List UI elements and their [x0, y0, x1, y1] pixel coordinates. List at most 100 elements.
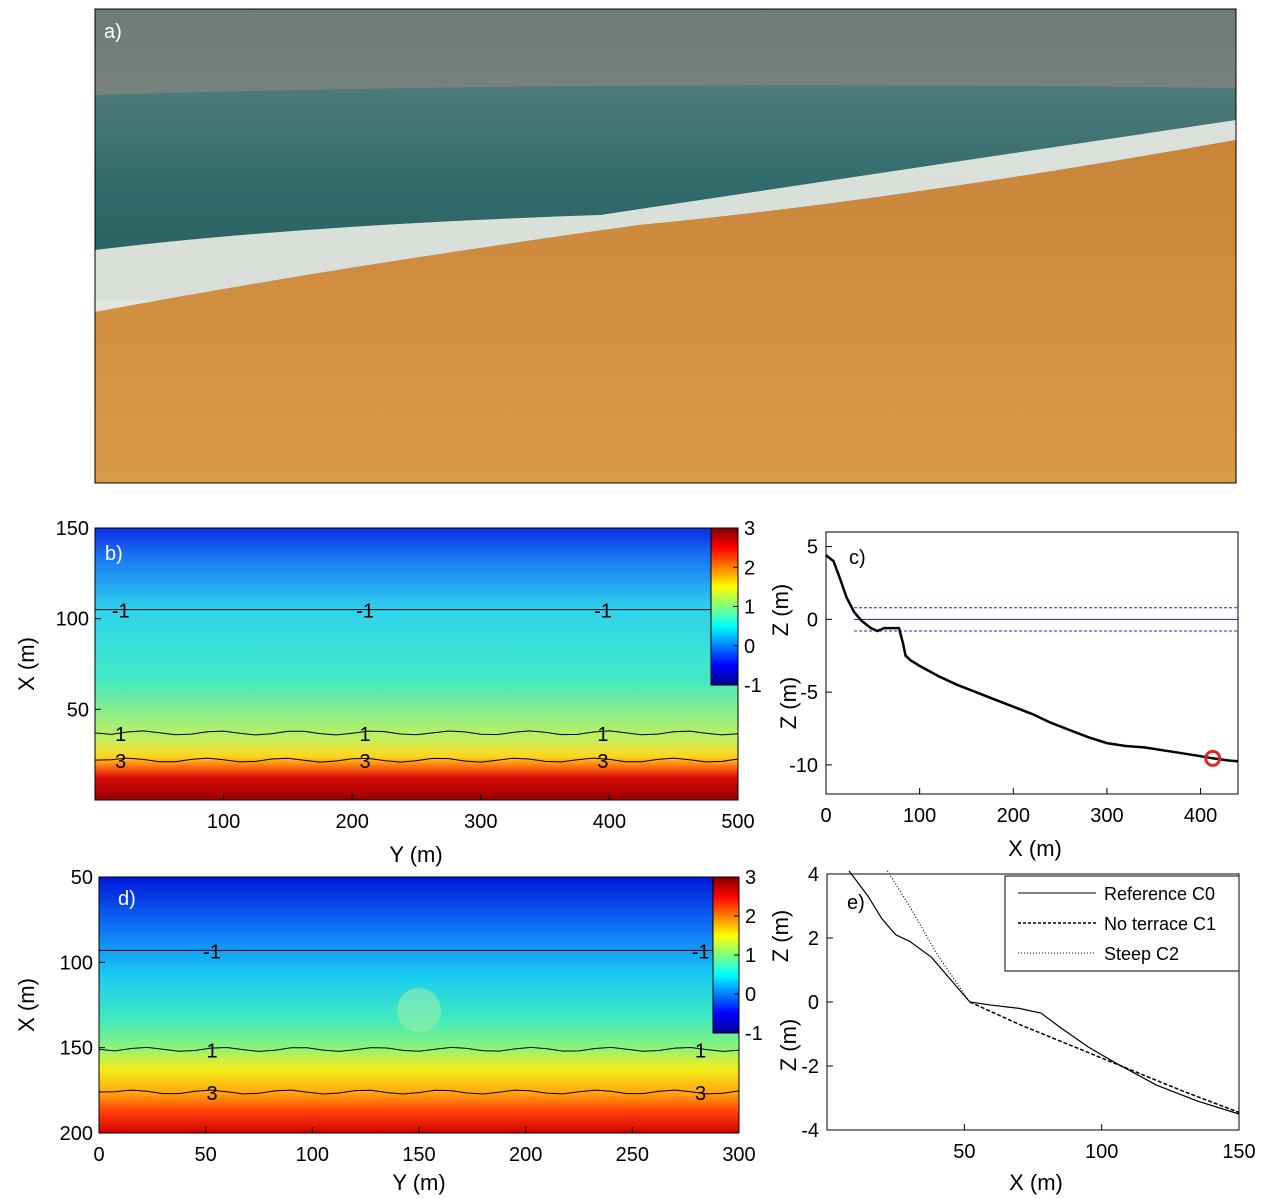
- series-line: [969, 1001, 1240, 1114]
- panel-c: 0 100 200 300 400 5 0 -5 -10 c) X (m) Z (m): [776, 531, 1239, 861]
- panel-d-colorbar-label: Z (m): [768, 910, 793, 963]
- x-tick-label: 250: [616, 1144, 649, 1166]
- panel-d: -1 -1 1 1 3 3 0 50 100 150 200 250 300 50 100 150 200 d…: [14, 867, 793, 1195]
- y-tick-label: -2: [801, 1056, 819, 1078]
- x-tick-label: 300: [1090, 805, 1123, 827]
- x-tick-label: 0: [820, 805, 831, 827]
- x-tick-label: 400: [1184, 805, 1217, 827]
- contour-line: [94, 730, 739, 736]
- y-tick-label: 2: [808, 928, 819, 950]
- x-tick-label: 100: [207, 811, 240, 833]
- x-tick-label: 100: [903, 805, 936, 827]
- x-tick-label: 200: [997, 805, 1030, 827]
- x-tick-label: 0: [93, 1144, 104, 1166]
- contour-label: 1: [207, 1040, 218, 1062]
- y-tick-label: 100: [60, 952, 93, 974]
- contour-label: 3: [695, 1083, 706, 1105]
- y-tick-label: 0: [807, 609, 818, 631]
- panel-a-photo: [95, 9, 1236, 483]
- panel-e: 50 100 150 4 2 0 -2 -4 e) X (m) Z (m) Reference…: [776, 864, 1256, 1195]
- sensor-marker: [1204, 749, 1222, 767]
- x-tick-label: 50: [195, 1144, 217, 1166]
- panel-d-xlabel: Y (m): [392, 1170, 445, 1195]
- contour-label: 3: [359, 751, 370, 773]
- y-tick-label: -4: [801, 1120, 819, 1142]
- contour-label: 3: [115, 751, 126, 773]
- photo-sand: [95, 140, 1236, 483]
- panel-b-colorbar-label: Z (m): [768, 584, 793, 637]
- x-tick-label: 200: [336, 811, 369, 833]
- contour-label: -1: [692, 941, 710, 963]
- contour-line: [98, 1046, 740, 1052]
- panel-a-frame: [94, 8, 1237, 484]
- x-tick-label: 300: [464, 811, 497, 833]
- colorbar-tick-label: 3: [745, 867, 756, 889]
- y-tick-label: 150: [56, 518, 89, 540]
- colorbar-tick-label: -1: [745, 1023, 763, 1045]
- x-tick-label: 50: [953, 1141, 975, 1163]
- panel-b-ylabel: X (m): [14, 637, 39, 691]
- contour-label: 3: [597, 751, 608, 773]
- legend-entry-c2: Steep C2: [1104, 944, 1179, 964]
- contour-label: -1: [112, 601, 130, 623]
- y-tick-label: 100: [56, 609, 89, 631]
- x-tick-label: 100: [1085, 1141, 1118, 1163]
- y-tick-label: 50: [71, 867, 93, 889]
- series-line: [848, 870, 1240, 1115]
- colorbar-tick-label: 1: [744, 597, 755, 619]
- colorbar-tick-label: 2: [745, 906, 756, 928]
- y-tick-label: 0: [808, 992, 819, 1014]
- photo-surf: [95, 120, 1236, 312]
- panel-c-xlabel: X (m): [1008, 836, 1062, 861]
- contour-label: -1: [356, 601, 374, 623]
- x-tick-label: 100: [296, 1144, 329, 1166]
- x-tick-label: 300: [722, 1144, 755, 1166]
- contour-line: [94, 757, 739, 763]
- contour-label: 1: [359, 724, 370, 746]
- panel-e-label: e): [847, 892, 865, 914]
- panel-d-bump: [397, 988, 441, 1032]
- colorbar-tick-label: 3: [744, 518, 755, 540]
- y-tick-label: 150: [60, 1038, 93, 1060]
- contour-line: [98, 1089, 740, 1095]
- y-tick-label: 5: [807, 537, 818, 559]
- panel-e-legend: Reference C0 No terrace C1 Steep C2: [1004, 875, 1240, 972]
- y-tick-label: -5: [800, 682, 818, 704]
- contour-label: 3: [207, 1083, 218, 1105]
- panel-c-label: c): [849, 547, 866, 569]
- legend-entry-c0: Reference C0: [1104, 884, 1215, 904]
- colorbar-tick-label: 1: [745, 945, 756, 967]
- panel-b-xlabel: Y (m): [389, 842, 442, 867]
- y-tick-label: -10: [789, 755, 818, 777]
- y-tick-label: 4: [808, 864, 819, 886]
- panel-d-label: d): [118, 888, 136, 910]
- contour-label: 1: [597, 724, 608, 746]
- y-tick-label: 50: [67, 699, 89, 721]
- contour-label: 1: [695, 1040, 706, 1062]
- x-tick-label: 200: [509, 1144, 542, 1166]
- panel-d-ylabel: X (m): [14, 978, 39, 1032]
- profile-line: [825, 554, 1239, 763]
- panel-c-ylabel: Z (m): [776, 677, 801, 730]
- panel-a-label: a): [104, 21, 122, 43]
- panel-c-frame: [825, 531, 1239, 795]
- contour-label: -1: [203, 941, 221, 963]
- contour-label: -1: [594, 601, 612, 623]
- x-tick-label: 150: [1222, 1141, 1255, 1163]
- colorbar-tick-label: 0: [745, 984, 756, 1006]
- x-tick-label: 500: [721, 811, 754, 833]
- panel-b-heatmap: [95, 528, 738, 800]
- x-tick-label: 150: [402, 1144, 435, 1166]
- series-line: [886, 870, 971, 1003]
- panel-e-xlabel: X (m): [1009, 1170, 1063, 1195]
- colorbar-tick-label: 0: [744, 636, 755, 658]
- contour-label: 1: [115, 724, 126, 746]
- panel-b-label: b): [105, 543, 123, 565]
- panel-e-ylabel: Z (m): [776, 1019, 801, 1072]
- colorbar-tick-label: 2: [744, 557, 755, 579]
- x-tick-label: 400: [593, 811, 626, 833]
- y-tick-label: 200: [60, 1123, 93, 1145]
- legend-entry-c1: No terrace C1: [1104, 914, 1216, 934]
